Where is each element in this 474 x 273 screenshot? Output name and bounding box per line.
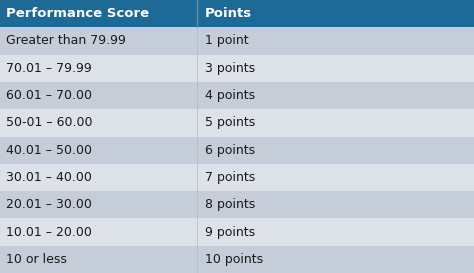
Bar xyxy=(0,82,474,109)
Text: 60.01 – 70.00: 60.01 – 70.00 xyxy=(6,89,91,102)
Text: 40.01 – 50.00: 40.01 – 50.00 xyxy=(6,144,91,157)
Text: 3 points: 3 points xyxy=(205,62,255,75)
Text: 9 points: 9 points xyxy=(205,225,255,239)
Text: 20.01 – 30.00: 20.01 – 30.00 xyxy=(6,198,91,211)
Text: Performance Score: Performance Score xyxy=(6,7,149,20)
Text: Greater than 79.99: Greater than 79.99 xyxy=(6,34,126,48)
Bar xyxy=(0,218,474,246)
Bar xyxy=(0,191,474,218)
Bar xyxy=(0,55,474,82)
Text: 10 or less: 10 or less xyxy=(6,253,66,266)
Text: 7 points: 7 points xyxy=(205,171,255,184)
Text: 6 points: 6 points xyxy=(205,144,255,157)
Bar xyxy=(0,27,474,55)
Text: 50-01 – 60.00: 50-01 – 60.00 xyxy=(6,116,92,129)
Text: 4 points: 4 points xyxy=(205,89,255,102)
Bar xyxy=(0,0,474,27)
Bar xyxy=(0,246,474,273)
Text: 10.01 – 20.00: 10.01 – 20.00 xyxy=(6,225,91,239)
Text: 10 points: 10 points xyxy=(205,253,264,266)
Text: 5 points: 5 points xyxy=(205,116,255,129)
Text: 70.01 – 79.99: 70.01 – 79.99 xyxy=(6,62,91,75)
Text: Points: Points xyxy=(205,7,252,20)
Bar xyxy=(0,109,474,136)
Text: 30.01 – 40.00: 30.01 – 40.00 xyxy=(6,171,91,184)
Text: 8 points: 8 points xyxy=(205,198,255,211)
Bar xyxy=(0,164,474,191)
Text: 1 point: 1 point xyxy=(205,34,249,48)
Bar xyxy=(0,136,474,164)
